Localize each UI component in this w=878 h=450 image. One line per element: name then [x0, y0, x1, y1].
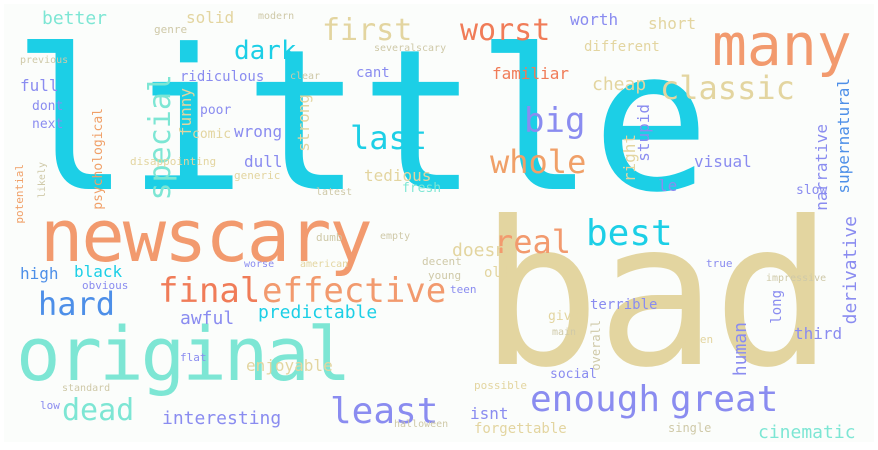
word-familiar: familiar [492, 64, 570, 83]
word-cloud: little bad newscary original many classi… [4, 4, 874, 442]
word-funny: funny [176, 88, 195, 137]
word-dont: dont [32, 99, 64, 114]
word-modern: modern [258, 11, 295, 22]
word-obvious: obvious [82, 279, 129, 292]
word-psychological: psychological [91, 108, 106, 210]
word-different: different [584, 39, 660, 55]
word-teen: teen [450, 283, 477, 296]
word-tedious: tedious [364, 166, 432, 185]
word-wrong: wrong [234, 122, 283, 141]
word-dumb: dumb [316, 231, 343, 244]
word-main: main [552, 327, 577, 338]
word-impressive: impressive [766, 273, 827, 284]
word-isnt: isnt [470, 404, 509, 423]
word-newscary: newscary [40, 194, 373, 278]
word-comic: comic [192, 127, 232, 142]
word-genre: genre [154, 23, 188, 36]
word-little: little [12, 8, 710, 236]
word-decent: decent [422, 255, 462, 268]
word-alien: alien [680, 333, 714, 346]
word-fresh: fresh [402, 181, 442, 196]
word-next: next [32, 117, 64, 132]
word-cheap: cheap [592, 74, 647, 95]
word-predictable: predictable [258, 302, 378, 323]
word-enjoyable: enjoyable [246, 356, 333, 375]
word-give: give [548, 309, 580, 324]
word-empty: empty [380, 231, 411, 242]
word-awful: awful [180, 308, 235, 329]
word-several: several [374, 43, 417, 54]
word-hard: hard [38, 285, 116, 323]
word-generic: generic [234, 169, 281, 182]
word-short: short [648, 14, 697, 33]
word-scary: scary [416, 43, 447, 54]
word-possible: possible [474, 379, 527, 392]
word-dull: dull [244, 152, 283, 171]
word-least: least [330, 391, 439, 432]
word-enough: enough [530, 379, 661, 420]
word-whole: whole [490, 143, 587, 181]
word-first: first [322, 13, 413, 48]
word-le: le [658, 176, 678, 195]
word-original: original [16, 312, 351, 398]
word-potential: potential [13, 164, 26, 224]
word-american: american [300, 259, 349, 270]
word-disappointing: disappointing [130, 155, 217, 168]
word-worst: worst [460, 13, 551, 48]
word-final: final [158, 271, 261, 311]
word-cinematic: cinematic [758, 422, 856, 442]
word-likely: likely [37, 162, 48, 199]
word-long: long [769, 290, 785, 324]
word-big: big [524, 101, 586, 141]
word-overall: overall [589, 320, 603, 371]
word-right: right [620, 134, 639, 183]
word-latest: latest [316, 187, 353, 198]
word-visual: visual [694, 152, 752, 171]
word-ridiculous: ridiculous [180, 69, 265, 85]
word-high: high [20, 264, 59, 283]
word-slow: slow [796, 183, 828, 198]
word-worse: worse [244, 259, 275, 270]
word-low: low [40, 399, 60, 412]
word-solid: solid [186, 8, 235, 27]
word-great: great [670, 379, 779, 420]
word-black: black [74, 262, 123, 281]
word-forgettable: forgettable [474, 421, 567, 437]
word-young: young [428, 269, 462, 282]
word-cant: cant [356, 65, 390, 81]
word-supernatural: supernatural [834, 78, 853, 194]
word-third: third [794, 324, 843, 343]
word-worth: worth [570, 10, 619, 29]
word-many: many [712, 11, 852, 79]
word-halloween: halloween [394, 419, 449, 430]
word-clear: clear [290, 71, 321, 82]
word-poor: poor [200, 103, 232, 118]
word-interesting: interesting [162, 408, 282, 429]
word-doesnt: doesnt [452, 240, 518, 261]
word-standard: standard [62, 383, 111, 394]
word-classic: classic [660, 69, 795, 107]
word-last: last [350, 119, 428, 157]
word-dark: dark [234, 36, 297, 66]
word-terrible: terrible [590, 297, 658, 313]
word-dead: dead [62, 393, 135, 428]
word-derivative: derivative [840, 216, 861, 325]
word-old: old [484, 265, 510, 281]
word-better: better [42, 8, 108, 29]
word-human: human [730, 322, 751, 377]
word-single: single [668, 421, 712, 435]
word-strong: strong [294, 94, 313, 152]
word-effective: effective [262, 271, 447, 311]
word-special: special [143, 74, 178, 201]
word-full: full [20, 76, 59, 95]
word-bad: bad [480, 179, 833, 412]
word-flat: flat [180, 351, 207, 364]
word-previous: previous [20, 55, 69, 66]
word-true: true [706, 257, 733, 270]
word-real: real [494, 223, 572, 261]
word-best: best [586, 213, 673, 254]
word-social: social [550, 367, 597, 382]
